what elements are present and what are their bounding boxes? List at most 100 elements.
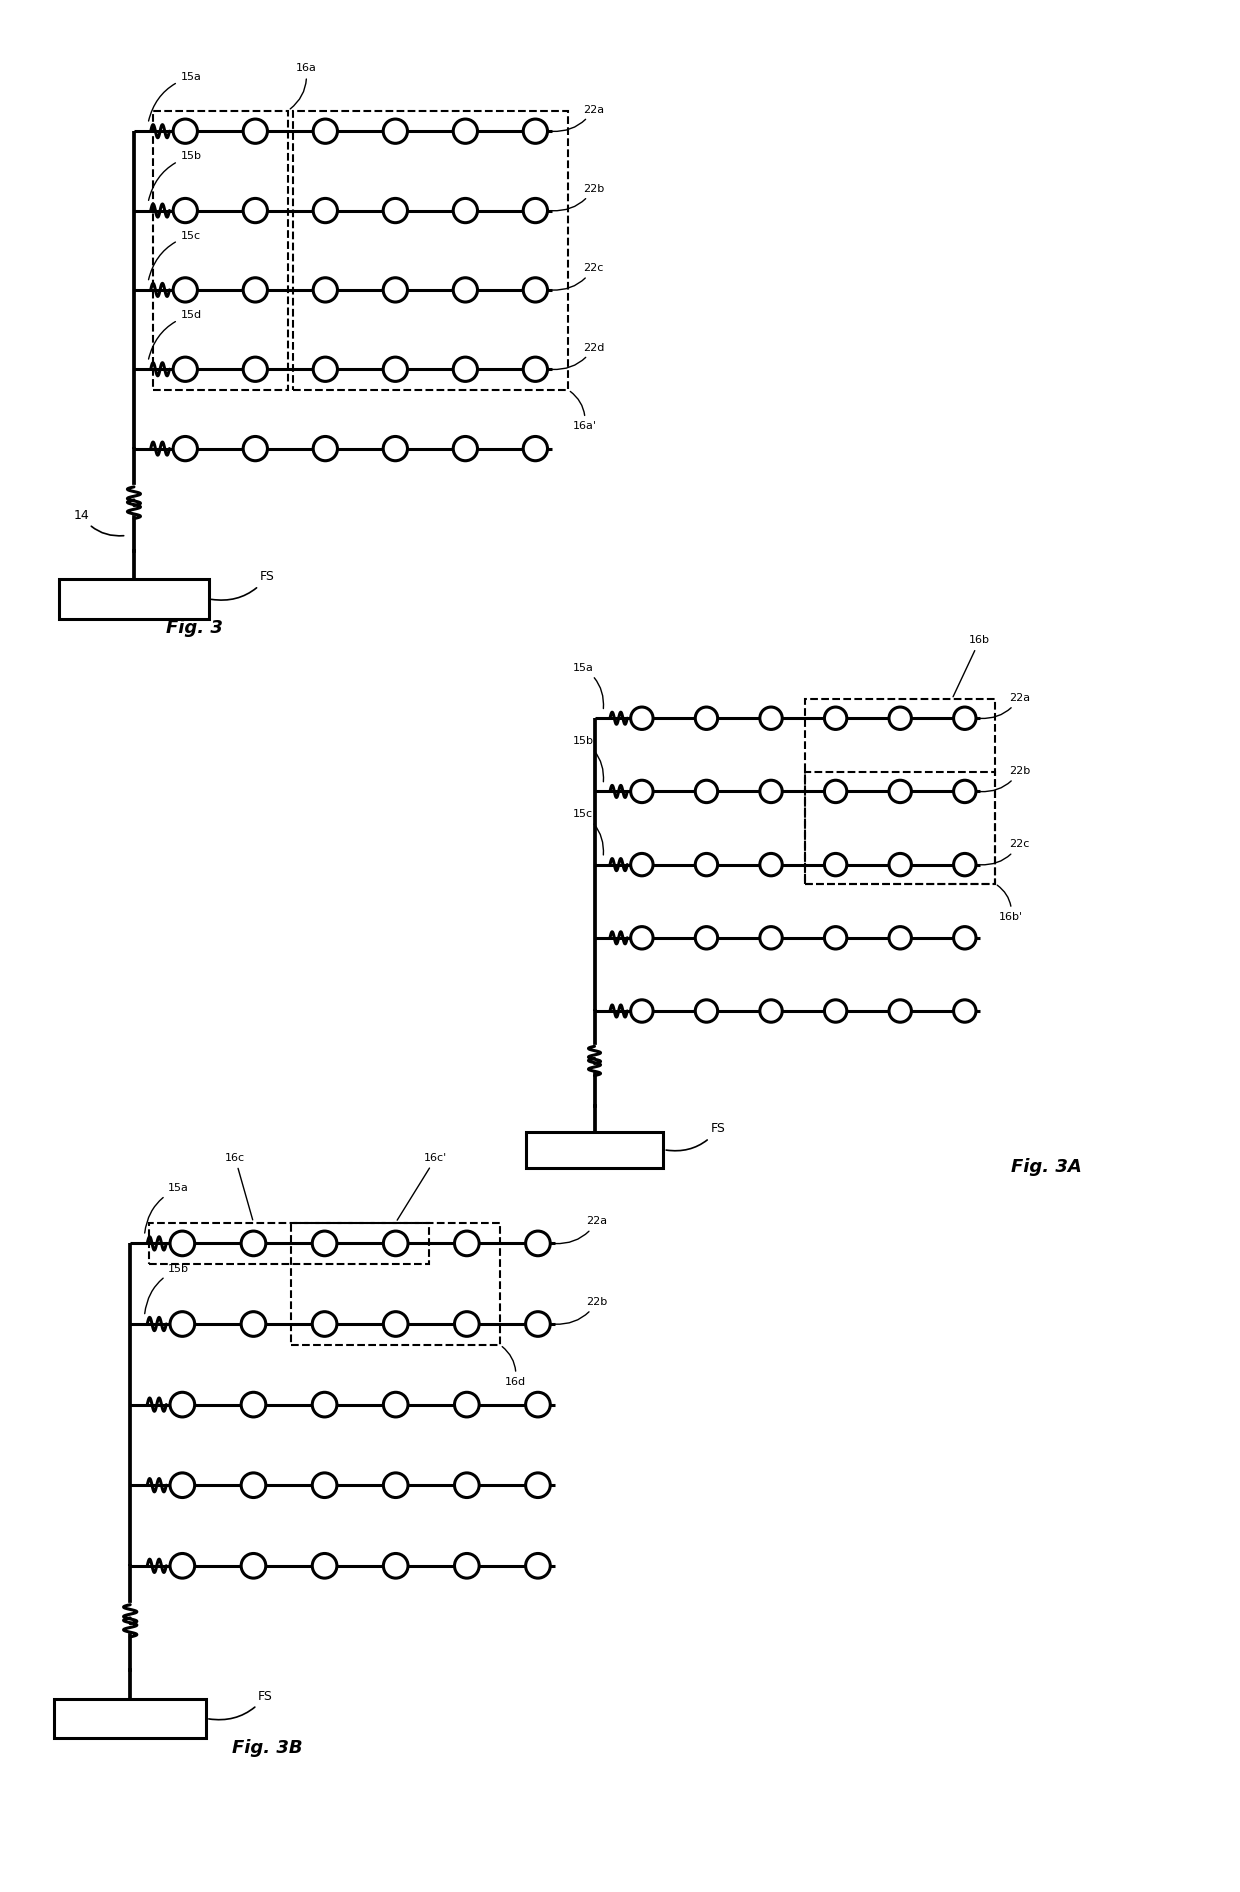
Circle shape	[170, 1311, 195, 1336]
Circle shape	[453, 119, 477, 144]
Circle shape	[174, 437, 197, 462]
Circle shape	[523, 358, 548, 382]
Circle shape	[696, 927, 718, 950]
Circle shape	[174, 278, 197, 303]
Text: 22b: 22b	[552, 184, 604, 210]
Circle shape	[383, 1553, 408, 1578]
Circle shape	[241, 1553, 265, 1578]
Circle shape	[696, 708, 718, 730]
Circle shape	[526, 1472, 551, 1498]
Circle shape	[241, 1232, 265, 1256]
Circle shape	[523, 119, 548, 144]
Circle shape	[825, 853, 847, 876]
Circle shape	[760, 927, 782, 950]
Circle shape	[314, 199, 337, 223]
Bar	[291, 1222, 500, 1345]
Bar	[293, 110, 568, 390]
Circle shape	[383, 1393, 408, 1417]
Text: 15b: 15b	[145, 1264, 190, 1313]
Text: Fig. 3: Fig. 3	[166, 619, 223, 636]
Circle shape	[383, 437, 408, 462]
Circle shape	[312, 1553, 337, 1578]
Text: 16c': 16c'	[397, 1152, 448, 1220]
Text: 15a: 15a	[149, 72, 201, 121]
Circle shape	[170, 1393, 195, 1417]
Circle shape	[954, 927, 976, 950]
Text: 16b: 16b	[954, 636, 990, 696]
Text: Fig. 3A: Fig. 3A	[1011, 1158, 1083, 1177]
Circle shape	[383, 278, 408, 303]
Bar	[806, 772, 994, 884]
Circle shape	[243, 199, 268, 223]
Circle shape	[312, 1472, 337, 1498]
Text: 16a': 16a'	[570, 392, 596, 431]
Circle shape	[243, 358, 268, 382]
Text: 15b: 15b	[573, 736, 604, 781]
Circle shape	[314, 358, 337, 382]
Circle shape	[954, 999, 976, 1022]
Circle shape	[696, 853, 718, 876]
Circle shape	[174, 199, 197, 223]
Circle shape	[383, 358, 408, 382]
Text: 22d: 22d	[552, 342, 604, 369]
Circle shape	[170, 1232, 195, 1256]
Bar	[153, 110, 288, 390]
Circle shape	[453, 437, 477, 462]
Text: 15d: 15d	[149, 310, 202, 359]
Text: 16d: 16d	[502, 1347, 526, 1387]
Circle shape	[453, 278, 477, 303]
Circle shape	[825, 999, 847, 1022]
Circle shape	[383, 119, 408, 144]
Bar	[526, 1131, 663, 1167]
Text: FS: FS	[208, 1690, 273, 1720]
Circle shape	[696, 999, 718, 1022]
Circle shape	[954, 708, 976, 730]
Circle shape	[523, 199, 548, 223]
Circle shape	[314, 119, 337, 144]
Circle shape	[631, 780, 653, 802]
Circle shape	[760, 780, 782, 802]
Circle shape	[241, 1472, 265, 1498]
Text: 15b: 15b	[149, 151, 202, 201]
Text: 22a: 22a	[556, 1217, 608, 1243]
Circle shape	[526, 1553, 551, 1578]
Text: 16b': 16b'	[997, 885, 1023, 921]
Circle shape	[760, 853, 782, 876]
Circle shape	[526, 1393, 551, 1417]
Circle shape	[631, 999, 653, 1022]
Circle shape	[243, 119, 268, 144]
Circle shape	[889, 999, 911, 1022]
Text: 22a: 22a	[552, 104, 604, 131]
Text: 22a: 22a	[981, 692, 1030, 719]
Circle shape	[889, 708, 911, 730]
Circle shape	[631, 708, 653, 730]
Circle shape	[174, 358, 197, 382]
Circle shape	[889, 927, 911, 950]
Circle shape	[241, 1393, 265, 1417]
Circle shape	[889, 780, 911, 802]
Text: 15c: 15c	[573, 810, 604, 855]
Text: 16a: 16a	[290, 64, 316, 110]
Circle shape	[526, 1311, 551, 1336]
Text: 14: 14	[73, 509, 124, 535]
Bar	[60, 579, 208, 619]
Circle shape	[383, 1472, 408, 1498]
Text: 22c: 22c	[552, 263, 604, 289]
Text: 22b: 22b	[556, 1298, 608, 1324]
Text: 16c: 16c	[224, 1152, 253, 1220]
Text: 15c: 15c	[149, 231, 201, 280]
Circle shape	[312, 1232, 337, 1256]
Circle shape	[954, 780, 976, 802]
Text: Fig. 3B: Fig. 3B	[232, 1739, 303, 1756]
Circle shape	[825, 780, 847, 802]
Circle shape	[825, 708, 847, 730]
Circle shape	[453, 199, 477, 223]
Circle shape	[314, 278, 337, 303]
Circle shape	[760, 708, 782, 730]
Circle shape	[312, 1311, 337, 1336]
Circle shape	[453, 358, 477, 382]
Circle shape	[523, 437, 548, 462]
Bar	[55, 1699, 206, 1739]
Circle shape	[314, 437, 337, 462]
Circle shape	[760, 999, 782, 1022]
